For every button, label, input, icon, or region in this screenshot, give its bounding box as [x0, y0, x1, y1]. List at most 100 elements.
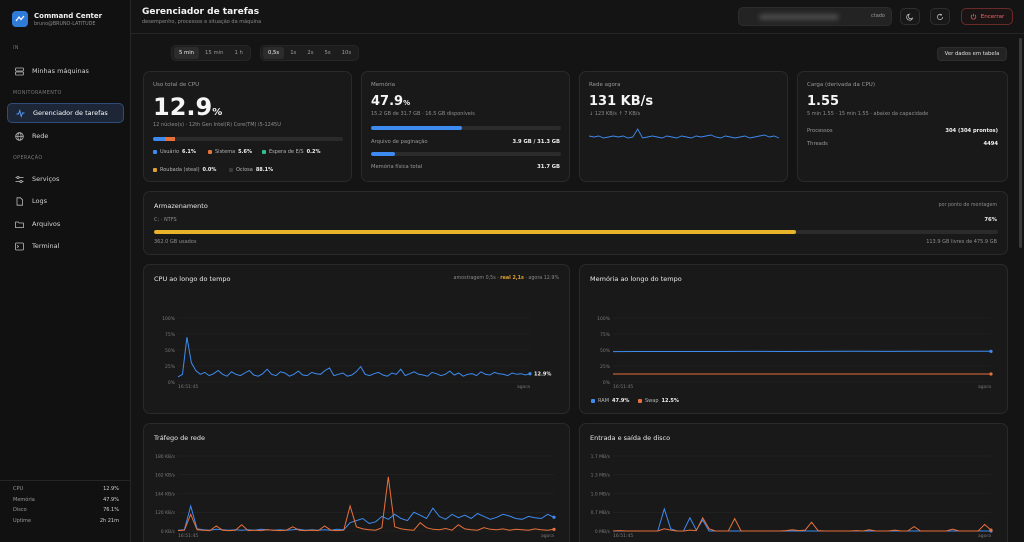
section-label-monitoring: MONITORAMENTO — [13, 91, 62, 96]
moon-icon — [906, 13, 914, 20]
sidebar-item-label: Gerenciador de tarefas — [33, 109, 108, 117]
sampling-interval-selector: 0,5s 1s 2s 5s 10s — [260, 45, 360, 61]
paging-usage-fill — [371, 152, 395, 156]
refresh-icon — [937, 13, 943, 20]
load-value: 1.55 — [807, 94, 840, 109]
connection-name-redacted — [759, 14, 839, 20]
stat-cpu: CPU 12.9% — [13, 486, 119, 492]
series-line-download — [177, 504, 555, 531]
interval-option[interactable]: 0,5s — [263, 47, 285, 59]
cpu-bar-system — [164, 137, 176, 141]
load-detail: 5 min 1.55 · 15 min 1.55 · abaixo da cap… — [807, 111, 929, 117]
x-tick-label: 16:51:45 — [178, 533, 198, 539]
x-tick-label: agora — [517, 384, 530, 390]
interval-option[interactable]: 1s — [290, 50, 297, 56]
sidebar-item-terminal[interactable]: Terminal — [7, 236, 124, 256]
storage-usage-bar — [154, 230, 998, 234]
storage-usage-fill — [154, 230, 797, 234]
power-icon — [970, 13, 976, 20]
x-tick-label: 16:51:45 — [178, 384, 198, 390]
cpu-card: Uso total de CPU 12.9% 12 núcleo(s) · 12… — [143, 71, 352, 182]
refresh-button[interactable] — [930, 8, 950, 25]
memory-card-label: Memória — [371, 82, 396, 88]
series-line-escrita — [612, 516, 992, 532]
logo-icon — [12, 11, 28, 27]
storage-percent: 76% — [984, 217, 997, 223]
cpu-legend-idle: Ociosa 88.1% — [229, 167, 273, 173]
sidebar-item-files[interactable]: Arquivos — [7, 214, 124, 234]
cpu-bar-user — [153, 137, 165, 141]
cpu-last-value-label: 12.9% — [534, 372, 551, 378]
sidebar-item-logs[interactable]: Logs — [7, 191, 124, 211]
cpu-legend-iowait: Espera de E/S 0.2% — [262, 149, 320, 155]
sidebar-item-label: Logs — [32, 197, 47, 205]
memory-unit: % — [403, 99, 411, 107]
x-tick-label: agora — [978, 533, 991, 539]
sidebar-item-network[interactable]: Rede — [7, 126, 124, 146]
sidebar-item-label: Rede — [32, 132, 49, 140]
sidebar-item-machines[interactable]: Minhas máquinas — [7, 61, 124, 81]
interval-option[interactable]: 10s — [341, 50, 352, 56]
y-tick-label: 120 KB/s — [155, 510, 176, 516]
stat-disk: Disco 76.1% — [13, 507, 119, 513]
network-card: Rede agora 131 KB/s ↓ 123 KB/s ↑ 7 KB/s — [579, 71, 788, 182]
connection-selector[interactable]: ctado — [738, 7, 892, 26]
load-card: Carga (derivada da CPU) 1.55 5 min 1.55 … — [797, 71, 1008, 182]
connection-status: ctado — [870, 13, 885, 19]
network-chart-title: Tráfego de rede — [154, 434, 205, 442]
range-option[interactable]: 15 min — [205, 50, 224, 56]
interval-option[interactable]: 5s — [324, 50, 331, 56]
network-sparkline-line — [589, 128, 780, 139]
disk-chart: 1.7 MB/s 1.3 MB/s 1.0 MB/s 0.7 MB/s 0 MB/s16… — [591, 454, 993, 539]
disk-chart-card: Entrada e saída de disco 1.7 MB/s 1.3 MB/… — [579, 423, 1008, 542]
server-icon — [14, 66, 24, 76]
cpu-legend-system: Sistema 5.6% — [208, 149, 252, 155]
memory-legend-ram: RAM 47.9% — [591, 398, 629, 404]
folder-icon — [14, 219, 24, 229]
scrollbar[interactable] — [1019, 38, 1022, 248]
view-table-button[interactable]: Ver dados em tabela — [937, 47, 1007, 61]
page-subtitle: desempenho, processos e situação da máqu… — [142, 19, 262, 25]
interval-option[interactable]: 2s — [307, 50, 314, 56]
sidebar-item-services[interactable]: Serviços — [7, 169, 124, 189]
cpu-usage-bar — [153, 137, 343, 141]
storage-card: Armazenamento por ponto de montagem C: ·… — [143, 191, 1008, 255]
series-end-point — [989, 372, 993, 376]
storage-drive: C: · NTFS — [154, 217, 177, 223]
memory-value: 47.9% — [371, 94, 411, 109]
storage-used: 362.0 GB usados — [154, 239, 197, 245]
memory-usage-fill — [371, 126, 462, 130]
sidebar-item-task-manager[interactable]: Gerenciador de tarefas — [7, 103, 124, 123]
y-tick-label: 25% — [600, 364, 611, 370]
range-option[interactable]: 1 h — [234, 50, 243, 56]
y-tick-label: 1.0 MB/s — [591, 491, 611, 497]
series-end-point — [989, 349, 993, 353]
y-tick-label: 1.7 MB/s — [591, 454, 611, 460]
memory-card: Memória 47.9% 15.2 GB de 31.7 GB · 16.5 … — [361, 71, 570, 182]
theme-toggle-button[interactable] — [900, 8, 920, 25]
brand-title: Command Center — [34, 11, 103, 20]
cpu-chart-card: CPU ao longo do tempo amostragem 0,5s · … — [143, 264, 570, 414]
sidebar: Command Center bruno@BRUNO-LATITUDE IN M… — [0, 0, 131, 542]
stat-memory: Memória 47.9% — [13, 496, 119, 503]
brand: Command Center bruno@BRUNO-LATITUDE — [12, 11, 102, 27]
series-end-point — [989, 528, 993, 532]
y-tick-label: 75% — [165, 332, 176, 338]
memory-detail: 15.2 GB de 31.7 GB · 16.5 GB disponíveis — [371, 111, 475, 117]
end-session-button[interactable]: Encerrar — [961, 8, 1013, 25]
series-line-upload — [177, 476, 555, 532]
sidebar-item-label: Minhas máquinas — [32, 67, 89, 75]
memory-usage-bar — [371, 126, 561, 130]
file-icon — [14, 196, 24, 206]
y-tick-label: 162 KB/s — [155, 473, 176, 479]
storage-note: por ponto de montagem — [938, 203, 998, 208]
y-tick-label: 25% — [165, 364, 176, 370]
globe-icon — [14, 131, 24, 141]
memory-chart-title: Memória ao longo do tempo — [590, 275, 682, 283]
y-tick-label: 144 KB/s — [155, 491, 176, 497]
range-option[interactable]: 5 min — [174, 47, 200, 59]
y-tick-label: 50% — [165, 348, 176, 354]
y-tick-label: 0.7 MB/s — [591, 510, 611, 516]
cpu-chart-title: CPU ao longo do tempo — [154, 275, 231, 283]
cpu-card-label: Uso total de CPU — [153, 82, 200, 88]
